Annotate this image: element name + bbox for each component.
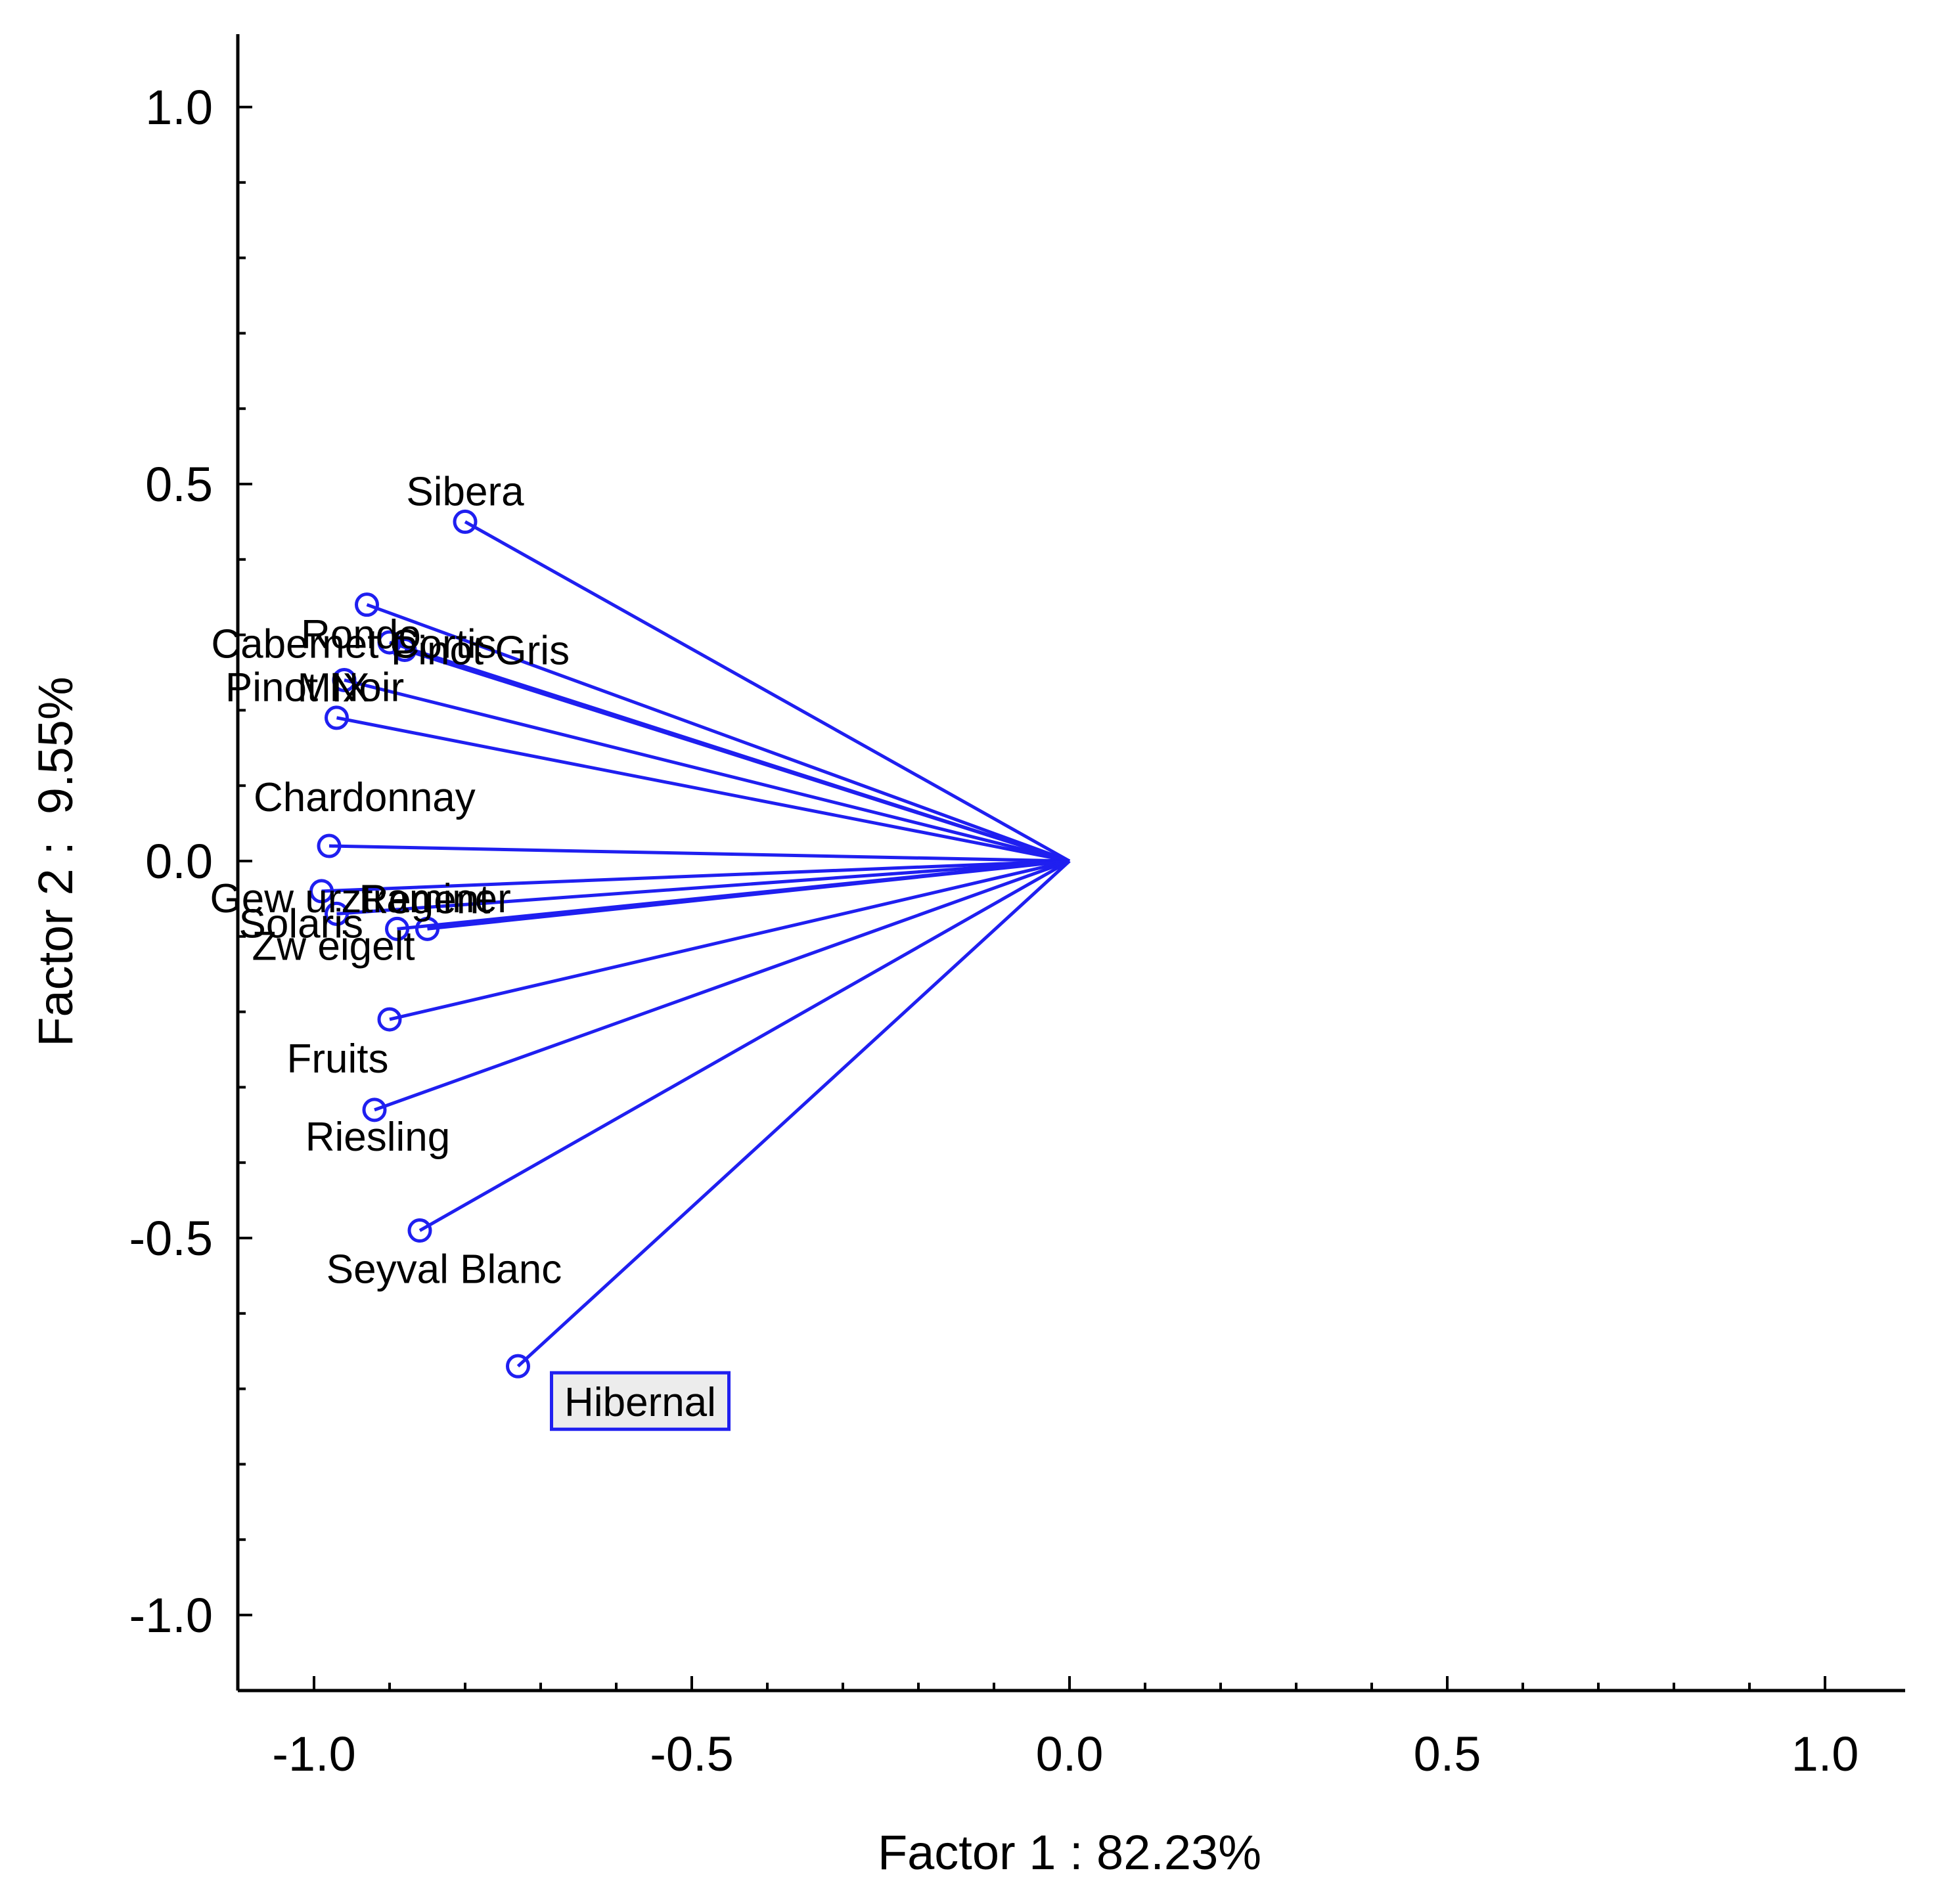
vector-hibernal — [516, 860, 1071, 1368]
y-tick-label: 0.5 — [145, 457, 213, 512]
vector-zweigelt — [397, 859, 1070, 931]
highlight-box-hibernal — [550, 1371, 731, 1431]
y-axis-ticks: 1.0 0.5 0.0 -0.5 -1.0 — [129, 80, 252, 1643]
vector-solaris — [336, 859, 1070, 916]
marker-fruits — [377, 1007, 402, 1032]
point-label-cabernet-cortis: Cabernet Cortis — [211, 622, 496, 667]
vector-fruits — [389, 859, 1070, 1021]
vector-chardonnay — [328, 844, 1070, 863]
vector-sibera — [464, 520, 1071, 863]
vector-pinot-noir — [344, 678, 1070, 863]
point-label-regent: Regent — [359, 877, 491, 922]
loading-markers — [309, 509, 530, 1379]
marker-chardonnay — [317, 833, 342, 858]
vector-riesling — [374, 859, 1070, 1112]
x-tick-label: -0.5 — [650, 1727, 734, 1781]
x-tick-label: 0.5 — [1414, 1727, 1481, 1781]
y-tick-label: -1.0 — [129, 1588, 213, 1643]
x-tick-label: 0.0 — [1036, 1727, 1104, 1781]
point-label-fruits: Fruits — [287, 1036, 389, 1082]
marker-riesling — [362, 1097, 387, 1122]
y-axis-title: Factor 2 : 9.55% — [28, 676, 83, 1047]
point-label-seyval-blanc: Seyval Blanc — [327, 1247, 562, 1293]
marker-sibera — [453, 509, 478, 534]
y-tick-label: 1.0 — [145, 80, 213, 135]
marker-seyval-blanc — [407, 1218, 432, 1243]
y-tick-label: -0.5 — [129, 1211, 213, 1266]
marker-zweigelt — [385, 916, 409, 941]
point-label-riesling: Riesling — [305, 1115, 451, 1160]
vector-pinot-gris — [404, 648, 1070, 863]
marker-rondo — [377, 630, 402, 655]
vector-seyval-blanc — [418, 859, 1071, 1232]
marker-pinot-noir — [332, 667, 357, 692]
axes: 1.0 0.5 0.0 -0.5 -1.0 -1.0 -0.5 0.0 0.5 1.0 — [129, 34, 1905, 1781]
vector-cabernet-cortis — [366, 603, 1070, 863]
x-tick-label: -1.0 — [272, 1727, 356, 1781]
marker-cabernet-cortis — [355, 592, 379, 617]
marker-solaris — [325, 901, 349, 926]
x-axis-title: Factor 1 : 82.23% — [878, 1825, 1261, 1880]
point-label-pinot-gris: Pinot Gris — [391, 629, 570, 674]
loading-vectors — [321, 520, 1071, 1368]
marker-hibernal — [506, 1354, 530, 1379]
point-label-mix: MIX — [298, 665, 370, 711]
x-axis-ticks: -1.0 -0.5 0.0 0.5 1.0 — [272, 1676, 1859, 1781]
point-label-zweigelt: Zw eigelt — [252, 923, 415, 969]
marker-gewu-rztraminer — [309, 879, 334, 904]
marker-pinot-gris — [392, 638, 417, 663]
x-tick-label: 1.0 — [1792, 1727, 1859, 1781]
marker-mix — [325, 705, 349, 730]
y-tick-label: 0.0 — [145, 834, 213, 889]
point-label-pinot-noir: Pinot Noir — [225, 665, 404, 710]
marker-regent — [415, 916, 439, 941]
point-label-chardonnay: Chardonnay — [254, 775, 476, 820]
vector-mix — [336, 716, 1070, 863]
point-label-sibera: Sibera — [406, 469, 524, 514]
point-label-hibernal: Hibernal — [564, 1380, 716, 1425]
vector-gewu-rztraminer — [321, 859, 1070, 893]
point-label-gewu-rztraminer: Gew urztraminer — [210, 876, 511, 921]
point-label-solaris: Solaris — [239, 901, 364, 946]
point-label-rondo: Rondo — [301, 612, 421, 657]
